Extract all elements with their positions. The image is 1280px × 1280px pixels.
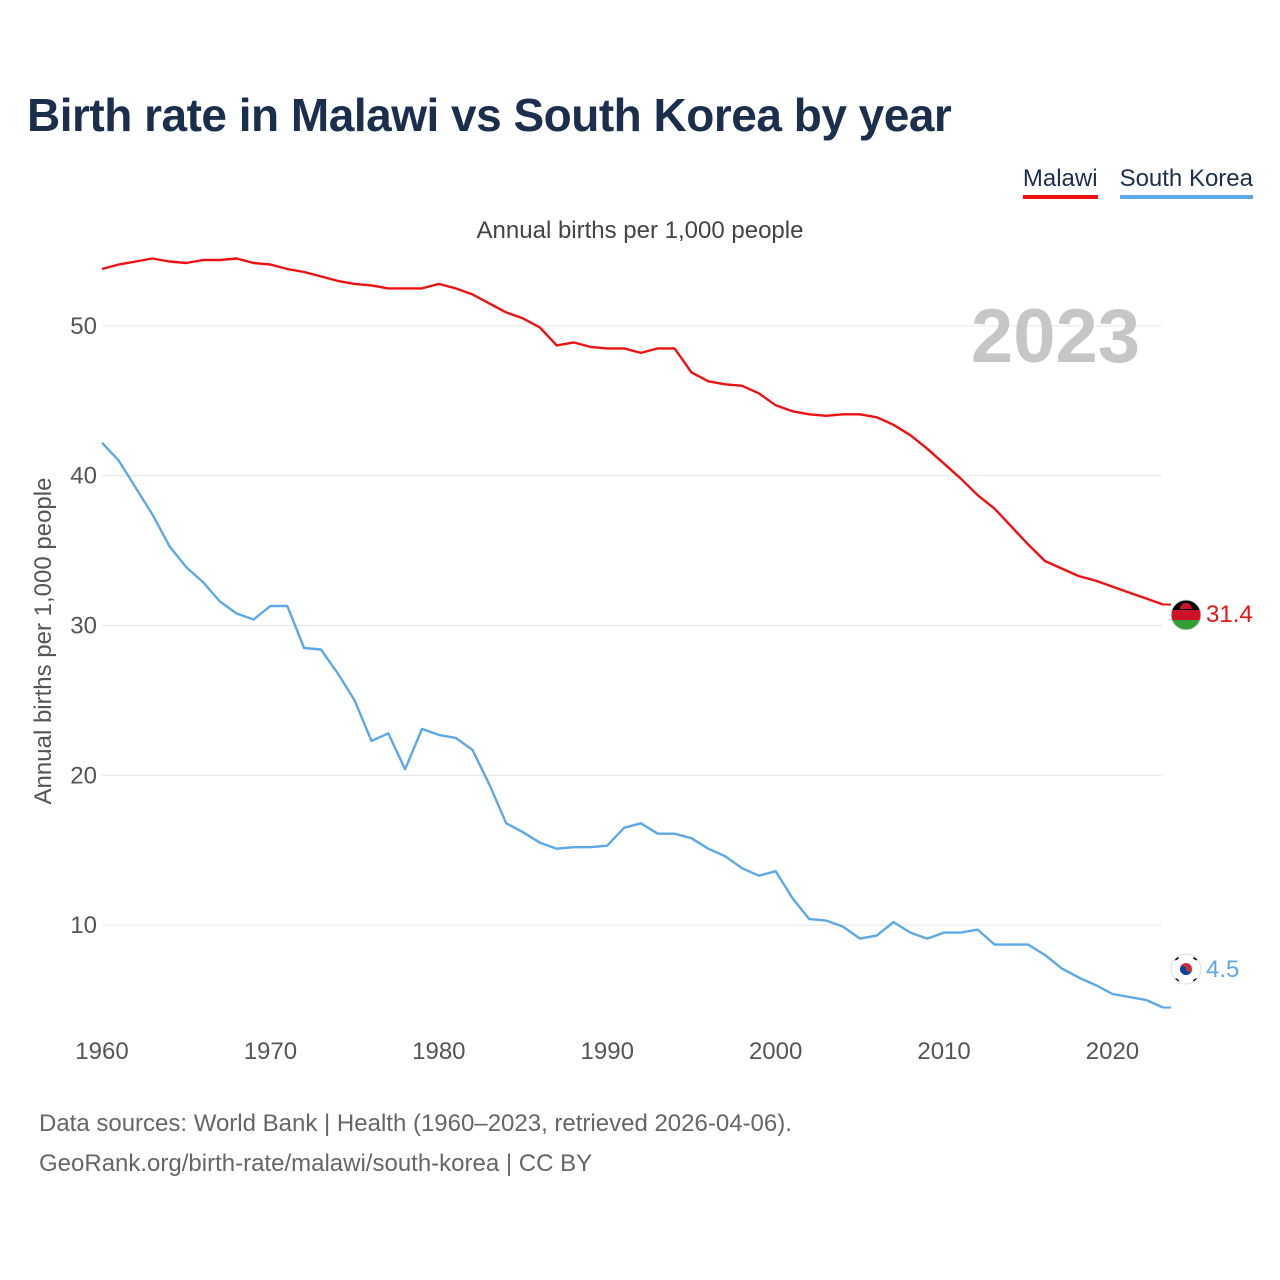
x-tick-label: 1990: [581, 1038, 634, 1065]
y-axis-ticks: 10 20 30 40 50: [70, 313, 97, 939]
line-chart: 2023 10 20 30 40 50 1960 1970 1980 1990 2000 2010…: [30, 257, 1253, 1065]
legend: Malawi South Korea: [1022, 165, 1253, 199]
x-axis-ticks: 1960 1970 1980 1990 2000 2010 2020: [75, 1038, 1139, 1065]
y-tick-label: 50: [70, 313, 97, 340]
x-tick-label: 1980: [412, 1038, 465, 1065]
y-axis-label: Annual births per 1,000 people: [30, 478, 57, 805]
x-tick-label: 1960: [75, 1038, 128, 1065]
x-tick-label: 2020: [1086, 1038, 1139, 1065]
footer: Data sources: World Bank | Health (1960–…: [39, 1104, 792, 1184]
y-tick-label: 20: [70, 762, 97, 789]
series-line-malawi[interactable]: [101, 257, 1164, 606]
series-lines: [101, 257, 1171, 1009]
y-tick-label: 40: [70, 463, 97, 490]
y-tick-label: 10: [70, 912, 97, 939]
chart-subtitle: Annual births per 1,000 people: [476, 217, 804, 244]
source-link[interactable]: GeoRank.org/birth-rate/malawi/south-kore…: [39, 1150, 593, 1177]
legend-item-malawi[interactable]: Malawi: [1022, 165, 1098, 199]
south-korea-flag-icon: [1171, 954, 1201, 984]
grid-lines: [102, 325, 1162, 926]
x-tick-label: 1970: [244, 1038, 297, 1065]
legend-item-south-korea[interactable]: South Korea: [1119, 165, 1253, 199]
source-note: Data sources: World Bank | Health (1960–…: [39, 1110, 792, 1137]
south-korea-end-label: 4.5: [1206, 956, 1239, 983]
x-tick-label: 2000: [749, 1038, 802, 1065]
malawi-flag-icon: [1171, 600, 1201, 630]
y-tick-label: 30: [70, 613, 97, 640]
malawi-end-label: 31.4: [1206, 601, 1253, 628]
x-tick-label: 2010: [917, 1038, 970, 1065]
series-line-south-korea[interactable]: [101, 441, 1164, 1009]
year-watermark: 2023: [971, 294, 1140, 379]
chart-title: Birth rate in Malawi vs South Korea by y…: [27, 89, 952, 141]
